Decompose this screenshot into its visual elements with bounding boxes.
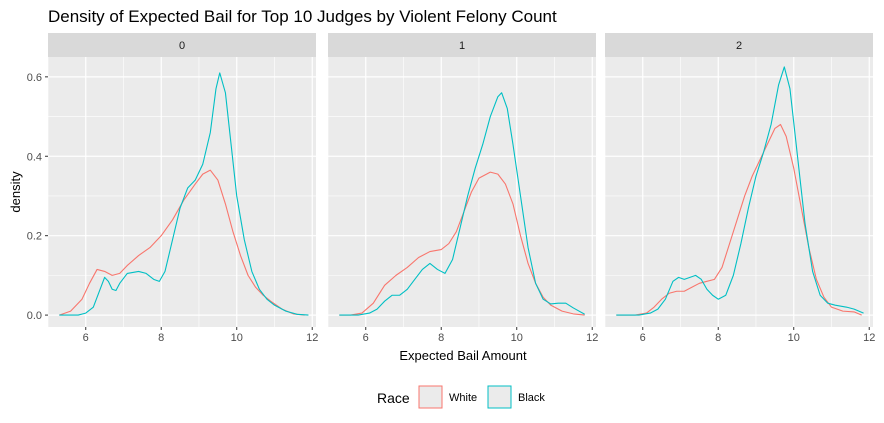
legend: Race White Black: [377, 385, 545, 409]
x-tick-label: 8: [438, 332, 444, 344]
y-tick-label: 0.2: [27, 231, 42, 243]
density-line-white: [616, 123, 862, 316]
legend-key-black: [487, 385, 512, 409]
y-tick-label: 0.4: [27, 151, 42, 163]
x-tick-label: 12: [863, 332, 875, 344]
chart-title: Density of Expected Bail for Top 10 Judg…: [48, 7, 557, 26]
facet-panel-1: 1 6 8 10 12: [327, 33, 598, 344]
legend-label-black: Black: [518, 392, 545, 404]
x-tick-label: 6: [363, 332, 369, 344]
x-tick-label: 10: [788, 332, 800, 344]
y-axis-title: density: [8, 171, 23, 213]
legend-label-white: White: [449, 392, 477, 404]
x-tick-label: 10: [511, 332, 523, 344]
x-tick-label: 12: [306, 332, 318, 344]
density-line-white: [339, 171, 585, 316]
facet-panel-2: 2 6 8 10 12: [604, 33, 875, 344]
y-tick-label: 0.6: [27, 72, 42, 84]
legend-key-white: [418, 385, 443, 409]
y-tick-label: 0.0: [27, 310, 42, 322]
x-tick-label: 8: [715, 332, 721, 344]
facet-panels: 0 6 8 10 12 0.0 0.2 0.4 0.6 1 6 8 10 12 2 6 8 10 12: [27, 33, 875, 344]
x-tick-label: 6: [640, 332, 646, 344]
legend-title: Race: [377, 390, 410, 406]
x-tick-label: 6: [83, 332, 89, 344]
facet-strip-label: 1: [459, 40, 465, 52]
facet-strip-label: 0: [179, 40, 185, 52]
density-line-black: [616, 66, 864, 316]
x-tick-label: 10: [231, 332, 243, 344]
density-line-white: [59, 169, 305, 316]
panel-background: [605, 57, 873, 327]
density-line-black: [59, 72, 309, 316]
facet-strip-label: 2: [736, 40, 742, 52]
panel-background: [48, 57, 316, 327]
density-line-black: [339, 92, 585, 316]
panel-background: [328, 57, 596, 327]
x-tick-label: 12: [586, 332, 598, 344]
x-axis-title: Expected Bail Amount: [399, 348, 527, 363]
facet-strip: [605, 33, 873, 57]
x-tick-label: 8: [158, 332, 164, 344]
facet-panel-0: 0 6 8 10 12 0.0 0.2 0.4 0.6: [27, 33, 318, 344]
facet-strip: [328, 33, 596, 57]
facet-strip: [48, 33, 316, 57]
